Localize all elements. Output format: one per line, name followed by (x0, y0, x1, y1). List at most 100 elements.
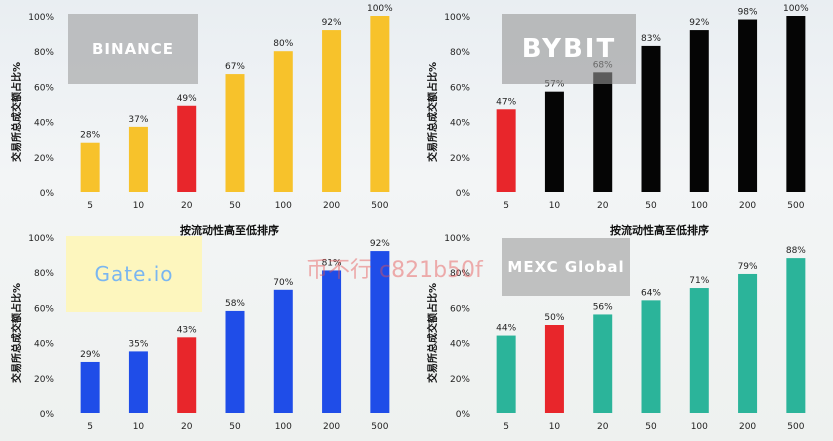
bar (273, 289, 293, 413)
bar (496, 335, 516, 413)
x-tick-label: 200 (739, 201, 756, 211)
data-label: 28% (80, 131, 100, 141)
bar (496, 109, 516, 192)
mexc-logo: MEXC Global (502, 238, 630, 296)
y-axis-label: 交易所总成交额占比% (426, 283, 439, 383)
data-label: 98% (738, 8, 758, 18)
data-label: 100% (783, 4, 809, 14)
data-label: 44% (496, 324, 516, 334)
y-tick-label: 60% (450, 304, 470, 314)
y-tick-label: 20% (450, 154, 470, 164)
data-label: 71% (689, 276, 709, 286)
data-label: 88% (786, 246, 806, 256)
data-label: 67% (225, 62, 245, 72)
x-tick-label: 5 (87, 201, 93, 211)
x-tick-label: 500 (787, 422, 804, 432)
data-label: 70% (273, 278, 293, 288)
y-tick-label: 40% (34, 119, 54, 129)
bar (641, 45, 661, 192)
data-label: 58% (225, 299, 245, 309)
bar (738, 19, 758, 192)
x-tick-label: 50 (229, 201, 241, 211)
x-tick-label: 100 (275, 201, 292, 211)
data-label: 47% (496, 97, 516, 107)
bar (128, 351, 148, 413)
bar (593, 314, 613, 413)
data-label: 64% (641, 288, 661, 298)
y-tick-label: 100% (444, 234, 470, 244)
x-tick-label: 20 (597, 422, 609, 432)
y-tick-label: 60% (450, 83, 470, 93)
bar (80, 361, 100, 413)
x-tick-label: 10 (133, 422, 145, 432)
y-tick-label: 0% (40, 189, 55, 199)
bar (80, 142, 100, 192)
x-tick-label: 50 (229, 422, 241, 432)
bar (177, 105, 197, 192)
bar (738, 273, 758, 413)
bar (641, 300, 661, 413)
data-label: 79% (738, 262, 758, 272)
x-tick-label: 10 (549, 201, 561, 211)
y-tick-label: 40% (34, 340, 54, 350)
x-tick-label: 5 (503, 201, 509, 211)
gate-logo: Gate.io (66, 236, 202, 312)
bar (370, 251, 390, 413)
y-tick-label: 0% (456, 189, 471, 199)
data-label: 92% (370, 239, 390, 249)
y-tick-label: 0% (40, 410, 55, 420)
x-tick-label: 500 (787, 201, 804, 211)
y-axis-label: 交易所总成交额占比% (10, 283, 23, 383)
bar (322, 30, 342, 192)
data-label: 49% (177, 94, 197, 104)
x-tick-label: 100 (691, 422, 708, 432)
bar (128, 126, 148, 192)
xaxis-title-left: 按流动性高至低排序 (180, 224, 279, 237)
y-tick-label: 20% (34, 154, 54, 164)
bar (786, 258, 806, 413)
y-axis-label: 交易所总成交额占比% (10, 62, 23, 162)
xaxis-title-right: 按流动性高至低排序 (610, 224, 709, 237)
data-label: 37% (128, 115, 148, 125)
x-tick-label: 500 (371, 422, 388, 432)
x-tick-label: 200 (739, 422, 756, 432)
x-tick-label: 200 (323, 422, 340, 432)
watermark-text: 币不行 c821b50f (306, 258, 483, 283)
x-tick-label: 50 (645, 422, 657, 432)
bar (225, 310, 245, 413)
chart-panel-binance: 0% 20% 40% 60% 80% 100% 交易所总成交额占比% 28% 5 37% 10 49%… (0, 0, 416, 220)
chart-panel-mexc: 0% 20% 40% 60% 80% 100% 交易所总成交额占比% 44% 5 50% 10 56%… (416, 221, 832, 441)
y-tick-label: 100% (28, 13, 54, 23)
y-tick-label: 20% (450, 375, 470, 385)
bar (544, 91, 564, 192)
bar (786, 16, 806, 192)
data-label: 92% (689, 18, 709, 28)
chart-panel-gate: 0% 20% 40% 60% 80% 100% 交易所总成交额占比% 29% 5 35% 10 43%… (0, 221, 416, 441)
chart-svg-gate: 0% 20% 40% 60% 80% 100% 交易所总成交额占比% 29% 5 35% 10 43%… (10, 234, 390, 432)
data-label: 50% (544, 313, 564, 323)
bar (225, 74, 245, 192)
y-tick-label: 60% (34, 83, 54, 93)
data-label: 80% (273, 39, 293, 49)
y-tick-label: 80% (34, 269, 54, 279)
bar (273, 51, 293, 193)
chart-svg-binance: 0% 20% 40% 60% 80% 100% 交易所总成交额占比% 28% 5 37% 10 49%… (10, 4, 393, 211)
data-label: 57% (544, 80, 564, 90)
x-tick-label: 500 (371, 201, 388, 211)
y-tick-label: 80% (34, 48, 54, 58)
x-tick-label: 50 (645, 201, 657, 211)
x-tick-label: 200 (323, 201, 340, 211)
y-axis-label: 交易所总成交额占比% (426, 62, 439, 162)
chart-svg-mexc: 0% 20% 40% 60% 80% 100% 交易所总成交额占比% 44% 5 50% 10 56%… (426, 234, 806, 432)
x-tick-label: 100 (691, 201, 708, 211)
data-label: 100% (367, 4, 393, 14)
data-label: 35% (128, 339, 148, 349)
y-tick-label: 80% (450, 48, 470, 58)
bar (177, 337, 197, 413)
y-tick-label: 20% (34, 375, 54, 385)
bar (370, 16, 390, 192)
data-label: 81% (322, 258, 342, 268)
y-tick-label: 0% (456, 410, 471, 420)
bar (689, 288, 709, 413)
x-tick-label: 10 (549, 422, 561, 432)
